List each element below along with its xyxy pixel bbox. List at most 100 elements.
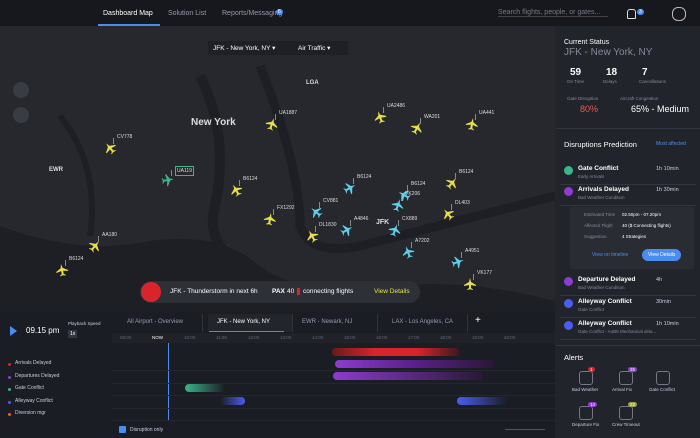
add-tab[interactable]: + (475, 315, 481, 326)
item-icon (564, 321, 573, 330)
timeline-tab[interactable]: LAX - Los Angeles, CA (392, 319, 454, 325)
flight-label: B6124 (69, 256, 84, 262)
alert-icon[interactable] (579, 371, 593, 385)
prediction-filter[interactable]: Most affected (656, 141, 686, 147)
timeline-link[interactable]: View on timeline (592, 252, 629, 258)
map-tool[interactable] (13, 107, 29, 123)
flight-icon[interactable] (391, 198, 405, 212)
dropdown[interactable]: JFK - New York, NY ▾ (208, 41, 293, 55)
tab (208, 314, 293, 332)
row-dot (8, 375, 11, 379)
alert-icon[interactable] (619, 406, 633, 420)
flight-icon[interactable] (373, 110, 387, 124)
item-sub: Gate Conflict - A4B6 Mechanical dela... (578, 329, 657, 334)
item-time: 1h 10min (656, 321, 679, 327)
item-sub: Bad Weather Condition (578, 285, 625, 290)
map (0, 26, 555, 312)
search[interactable]: Search flights, people, or gates... (498, 9, 608, 17)
flight-icon[interactable] (410, 121, 424, 135)
details-button[interactable]: View Details (642, 249, 682, 261)
flight-label: UA441 (479, 110, 495, 116)
item-icon (564, 299, 573, 308)
item-time: 30min (656, 299, 671, 305)
flight-icon[interactable] (441, 207, 455, 221)
item-sub: Bad Weather Condition (578, 195, 625, 200)
alert-badge: 1 (588, 367, 595, 372)
flight-leader (401, 195, 402, 201)
tab (118, 314, 203, 332)
flight-icon[interactable] (343, 181, 357, 195)
flight-label: A7202 (415, 238, 430, 244)
flight-icon[interactable] (340, 223, 354, 237)
time-label: 08:00 (120, 335, 132, 340)
now-line (168, 343, 169, 421)
nav-tab[interactable]: Solution List (168, 10, 207, 17)
flight-label: B6124 (243, 176, 258, 182)
bell (627, 9, 636, 19)
nav-underline (98, 24, 160, 26)
alert-icon[interactable] (579, 406, 593, 420)
axis-bg (112, 333, 555, 343)
dropdown[interactable]: Air Traffic ▾ (293, 41, 348, 55)
flight-icon[interactable] (161, 173, 175, 187)
alert-label: Crew Timeout (612, 422, 640, 427)
flight-label: UA119 (175, 166, 194, 176)
flight-label: UA1887 (279, 110, 298, 116)
flight-icon[interactable] (103, 141, 117, 155)
flight-icon[interactable] (265, 117, 279, 131)
stat-value: 7 (642, 67, 648, 78)
alert-icon[interactable] (619, 371, 633, 385)
flight-leader (171, 170, 172, 176)
detail-label: Estimated Time (584, 212, 616, 217)
checkbox[interactable] (119, 426, 126, 433)
time-label: 18:00 (440, 335, 452, 340)
time-label: 16:00 (376, 335, 388, 340)
item-icon (564, 187, 573, 196)
nav-tab[interactable]: Reports/Messaging (222, 10, 283, 17)
alert-icon[interactable] (656, 371, 670, 385)
alert-action[interactable]: View Details (374, 288, 410, 295)
avatar (672, 7, 686, 21)
alert-badge: 25 (628, 367, 638, 372)
flight-icon[interactable] (229, 183, 243, 197)
stat-value: 59 (570, 67, 582, 78)
flight-leader (398, 220, 399, 226)
flight-label: FX1292 (277, 205, 295, 211)
detail-value: 40 ($ Connecting flights) (622, 223, 671, 228)
flight-icon[interactable] (305, 229, 319, 243)
bar (333, 372, 483, 380)
top-bar (0, 0, 700, 26)
pax-label: PAX (272, 288, 285, 295)
flight-label: VK206 (405, 191, 421, 197)
flight-icon[interactable] (445, 176, 459, 190)
tab-underline (209, 331, 284, 332)
item-icon (564, 166, 573, 175)
alert-badge: 14 (588, 402, 598, 407)
flight-leader (273, 209, 274, 215)
timeline-tab[interactable]: All Airport - Overview (127, 319, 184, 325)
flight-label: B6124 (459, 169, 474, 175)
flight-leader (383, 107, 384, 113)
timeline-tab[interactable]: EWR - Newark, NJ (302, 319, 353, 325)
nav-tab[interactable]: Dashboard Map (103, 10, 153, 17)
divider (556, 345, 700, 346)
flight-leader (420, 118, 421, 124)
alert-label: Arrival Fix (612, 387, 632, 392)
flight-icon[interactable] (263, 212, 277, 226)
flight-icon[interactable] (88, 239, 102, 253)
play-button[interactable] (10, 326, 17, 336)
flight-icon[interactable] (401, 245, 415, 259)
row-label: Gate Conflict (15, 385, 44, 391)
flight-icon[interactable] (397, 188, 411, 202)
flight-icon[interactable] (451, 255, 465, 269)
flight-icon[interactable] (55, 263, 69, 277)
flight-icon[interactable] (465, 117, 479, 131)
status-airport: JFK - New York, NY (564, 47, 653, 58)
item-title: Alleyway Conflict (578, 320, 632, 327)
flight-icon[interactable] (309, 205, 323, 219)
flight-icon[interactable] (463, 277, 477, 291)
map-tool[interactable] (13, 82, 29, 98)
row-line (112, 407, 555, 409)
timeline-tab[interactable]: JFK - New York, NY (217, 319, 271, 325)
flight-icon[interactable] (388, 223, 402, 237)
